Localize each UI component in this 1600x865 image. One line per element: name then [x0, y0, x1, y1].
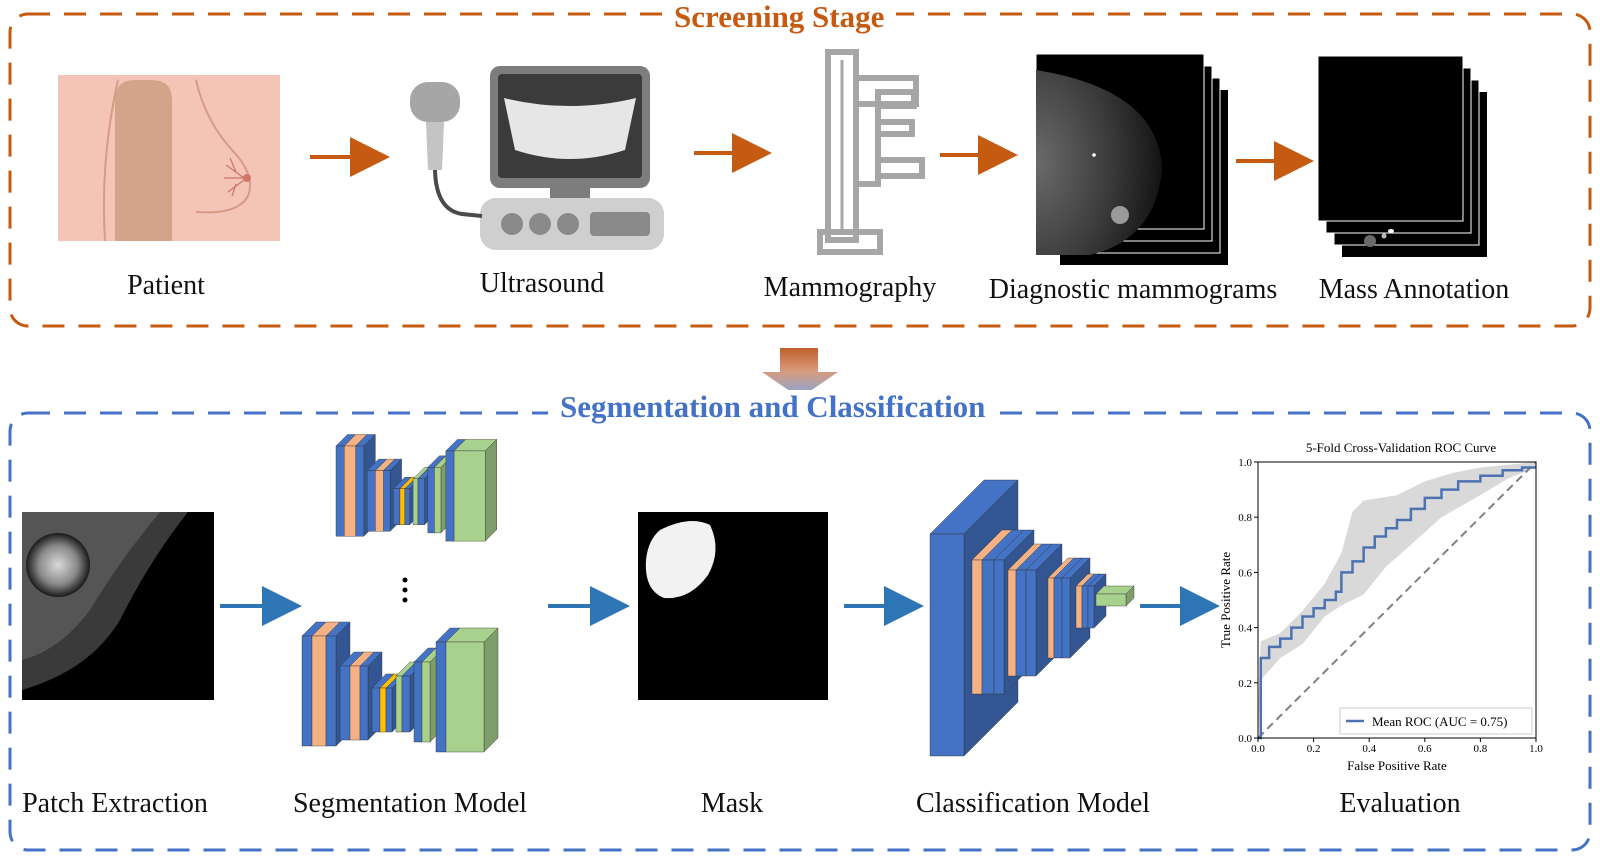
y-tick-label: 0.0: [1238, 733, 1252, 745]
screening-arrows: [310, 133, 1314, 181]
x-tick-label: 0.8: [1474, 743, 1488, 755]
screening-stage-title: Screening Stage: [662, 0, 897, 34]
y-tick-label: 0.8: [1238, 512, 1252, 524]
step-label-classification-model: Classification Model: [915, 788, 1151, 819]
step-label-diagnostic-mammograms: Diagnostic mammograms: [988, 274, 1278, 305]
step-label-segmentation-model: Segmentation Model: [292, 788, 528, 819]
roc-chance-line: [1257, 461, 1537, 739]
roc-plot-frame: [1257, 461, 1537, 739]
roc-legend-label: Mean ROC (AUC = 0.75): [1372, 714, 1508, 729]
step-label-patch-extraction: Patch Extraction: [22, 788, 208, 819]
segmentation-stage-title: Segmentation and Classification: [548, 390, 998, 424]
ultrasound-machine-icon: [410, 66, 664, 250]
segmentation-model-icon: [301, 434, 499, 753]
mask-image: [638, 512, 828, 700]
y-tick-label: 0.6: [1238, 567, 1252, 579]
roc-legend: [1339, 707, 1533, 735]
patch-extraction-image: [22, 512, 214, 700]
mammography-machine-icon: [817, 49, 925, 255]
x-tick-label: 1.0: [1529, 743, 1543, 755]
stage-transition-arrow: [762, 348, 838, 398]
step-label-mammography: Mammography: [763, 272, 937, 303]
y-tick-label: 1.0: [1238, 457, 1252, 469]
x-tick-label: 0.0: [1251, 743, 1265, 755]
patient-illustration: [58, 75, 280, 242]
step-label-evaluation: Evaluation: [1339, 788, 1461, 819]
roc-title: 5-Fold Cross-Validation ROC Curve: [1306, 440, 1497, 455]
step-label-mass-annotation: Mass Annotation: [1318, 274, 1510, 305]
roc-mean-line: [1258, 466, 1536, 740]
ellipsis-dots: [402, 577, 408, 603]
x-tick-label: 0.6: [1418, 743, 1432, 755]
x-tick-label: 0.2: [1307, 743, 1321, 755]
y-tick-label: 0.2: [1238, 678, 1252, 690]
x-tick-label: 0.4: [1362, 743, 1376, 755]
roc-x-axis-label: False Positive Rate: [1347, 758, 1447, 773]
step-label-mask: Mask: [700, 788, 764, 819]
diagnostic-mammograms-stack: [1035, 53, 1228, 265]
step-label-patient: Patient: [127, 270, 205, 301]
y-tick-label: 0.4: [1238, 623, 1252, 635]
roc-std-band: [1258, 462, 1536, 738]
roc-y-axis-label: True Positive Rate: [1218, 552, 1233, 649]
mass-annotation-stack: [1317, 55, 1487, 257]
step-label-ultrasound: Ultrasound: [479, 268, 605, 299]
roc-chart: 0.0 0.2 0.4 0.6 0.8 1.0 0.0 0.2 0.4 0.6 0.8 1.0 5-Fo…: [1218, 440, 1543, 773]
classification-model-icon: [929, 479, 1135, 757]
